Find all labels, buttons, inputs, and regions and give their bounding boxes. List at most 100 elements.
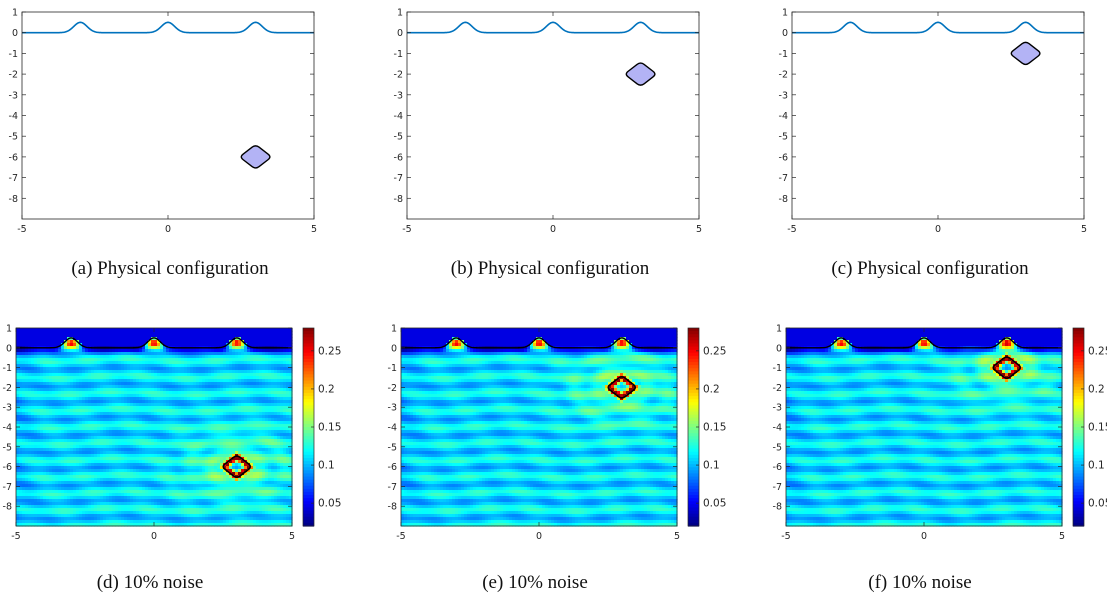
heatmap-cell: [247, 382, 251, 386]
heatmap-cell: [76, 334, 80, 338]
heatmap-cell: [211, 373, 215, 377]
heatmap-cell: [55, 397, 59, 401]
heatmap-cell: [217, 475, 221, 479]
heatmap-cell: [115, 418, 119, 422]
heatmap-cell: [52, 403, 56, 407]
heatmap-cell: [205, 442, 209, 446]
heatmap-cell: [277, 454, 281, 458]
heatmap-cell: [238, 478, 242, 482]
heatmap-cell: [235, 334, 239, 338]
heatmap-cell: [172, 442, 176, 446]
heatmap-cell: [145, 445, 149, 449]
heatmap-cell: [166, 415, 170, 419]
heatmap-cell: [277, 400, 281, 404]
heatmap-cell: [25, 427, 29, 431]
heatmap-cell: [223, 397, 227, 401]
heatmap-cell: [157, 406, 161, 410]
heatmap-cell: [112, 370, 116, 374]
heatmap-cell: [115, 448, 119, 452]
heatmap-cell: [211, 448, 215, 452]
heatmap-cell: [52, 385, 56, 389]
heatmap-cell: [148, 334, 152, 338]
heatmap-cell: [286, 442, 290, 446]
heatmap-cell: [151, 334, 155, 338]
heatmap-cell: [79, 337, 83, 341]
heatmap-cell: [220, 472, 224, 476]
heatmap-cell: [265, 352, 269, 356]
heatmap-cell: [58, 430, 62, 434]
heatmap-cell: [205, 454, 209, 458]
heatmap-cell: [118, 373, 122, 377]
heatmap-cell: [76, 388, 80, 392]
heatmap-cell: [19, 430, 23, 434]
heatmap-cell: [121, 331, 125, 335]
heatmap-cell: [82, 445, 86, 449]
heatmap-cell: [214, 433, 218, 437]
heatmap-cell: [115, 331, 119, 335]
heatmap-cell: [175, 334, 179, 338]
heatmap-cell: [16, 391, 20, 395]
heatmap-cell: [40, 451, 44, 455]
heatmap-cell: [133, 331, 137, 335]
heatmap-cell: [103, 379, 107, 383]
heatmap-cell: [145, 442, 149, 446]
heatmap-cell: [55, 433, 59, 437]
heatmap-cell: [235, 469, 239, 473]
heatmap-cell: [166, 388, 170, 392]
heatmap-cell: [130, 418, 134, 422]
heatmap-cell: [217, 364, 221, 368]
heatmap-cell: [61, 394, 65, 398]
heatmap-cell: [124, 427, 128, 431]
heatmap-cell: [247, 358, 251, 362]
heatmap-cell: [172, 472, 176, 476]
heatmap-cell: [115, 328, 119, 332]
heatmap-cell: [289, 457, 293, 461]
heatmap-cell: [214, 412, 218, 416]
heatmap-cell: [199, 418, 203, 422]
heatmap-cell: [133, 463, 137, 467]
heatmap-cell: [118, 352, 122, 356]
heatmap-cell: [94, 418, 98, 422]
heatmap-cell: [22, 433, 26, 437]
heatmap-cell: [112, 382, 116, 386]
heatmap-cell: [271, 349, 275, 353]
heatmap-cell: [280, 358, 284, 362]
heatmap-cell: [205, 475, 209, 479]
heatmap-cell: [232, 334, 236, 338]
heatmap-cell: [37, 331, 41, 335]
heatmap-cell: [115, 391, 119, 395]
heatmap-cell: [166, 400, 170, 404]
heatmap-cell: [229, 451, 233, 455]
heatmap-cell: [229, 328, 233, 332]
heatmap-cell: [190, 448, 194, 452]
heatmap-cell: [58, 352, 62, 356]
heatmap-cell: [259, 361, 263, 365]
heatmap-cell: [253, 475, 257, 479]
heatmap-cell: [55, 478, 59, 482]
heatmap-cell: [85, 445, 89, 449]
heatmap-cell: [67, 403, 71, 407]
heatmap-cell: [175, 481, 179, 485]
heatmap-cell: [289, 469, 293, 473]
heatmap-cell: [16, 412, 20, 416]
heatmap-cell: [187, 484, 191, 488]
heatmap-cell: [73, 412, 77, 416]
heatmap-cell: [277, 391, 281, 395]
heatmap-cell: [61, 400, 65, 404]
heatmap-cell: [70, 337, 74, 341]
heatmap-cell: [232, 364, 236, 368]
heatmap-cell: [22, 361, 26, 365]
heatmap-cell: [223, 367, 227, 371]
heatmap-cell: [94, 412, 98, 416]
heatmap-cell: [55, 454, 59, 458]
heatmap-cell: [160, 406, 164, 410]
heatmap-cell: [190, 415, 194, 419]
heatmap-cell: [46, 457, 50, 461]
heatmap-cell: [136, 469, 140, 473]
heatmap-cell: [187, 349, 191, 353]
heatmap-cell: [184, 448, 188, 452]
heatmap-cell: [157, 427, 161, 431]
heatmap-cell: [187, 388, 191, 392]
heatmap-cell: [133, 382, 137, 386]
heatmap-cell: [154, 409, 158, 413]
